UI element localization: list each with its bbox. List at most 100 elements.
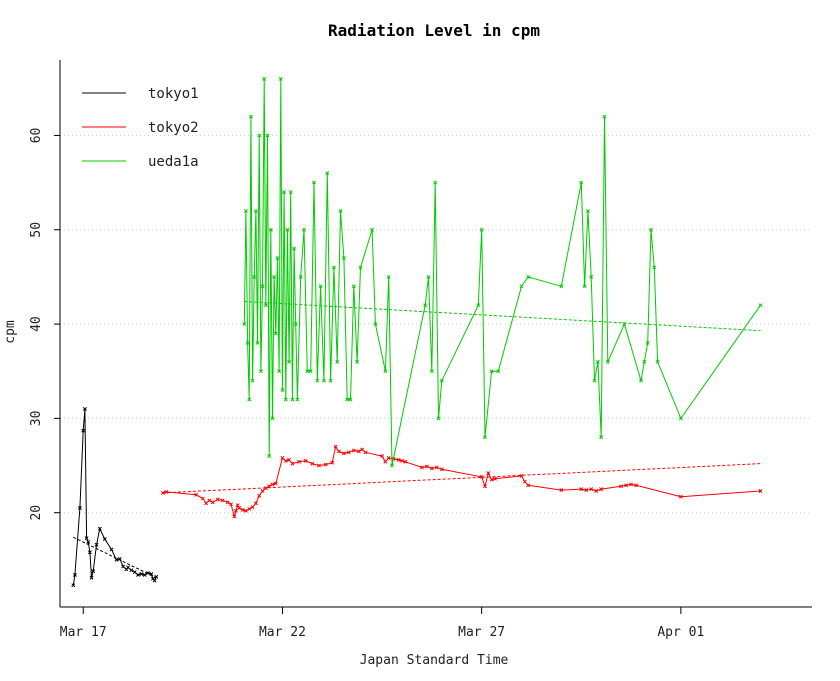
data-point-tokyo2 [522,479,527,484]
data-point-ueda1a [599,435,604,440]
data-point-ueda1a [341,256,346,261]
data-point-tokyo2 [232,514,237,519]
y-tick-label: 20 [29,505,44,521]
data-point-tokyo2 [439,467,444,472]
y-tick-label: 60 [29,128,44,144]
data-point-ueda1a [351,284,356,289]
series-line-ueda1a [243,78,761,466]
data-point-ueda1a [283,397,288,402]
grid-lines [60,134,812,514]
data-point-tokyo2 [263,486,268,491]
data-point-ueda1a [292,246,297,251]
data-point-ueda1a [245,340,250,345]
data-point-ueda1a [268,227,273,232]
legend: tokyo1 tokyo2 ueda1a [82,86,199,170]
y-tick-label: 30 [29,411,44,427]
data-point-tokyo2 [164,489,169,494]
data-point-tokyo2 [260,489,265,493]
data-point-ueda1a [265,133,270,138]
data-point-ueda1a [280,388,285,393]
data-point-tokyo2 [351,448,356,453]
data-point-ueda1a [390,463,394,468]
data-point-tokyo1 [84,536,89,541]
data-point-ueda1a [519,284,524,289]
data-point-ueda1a [338,208,343,213]
legend-label-tokyo2: tokyo2 [148,120,199,136]
data-point-tokyo2 [290,461,295,466]
data-point-tokyo2 [310,461,315,466]
data-point-tokyo2 [215,497,220,502]
data-point-tokyo2 [483,484,487,489]
data-point-tokyo2 [234,508,238,513]
data-point-ueda1a [476,303,481,308]
data-point-tokyo2 [336,449,341,454]
data-point-tokyo2 [210,500,215,505]
data-point-tokyo2 [486,471,491,476]
data-point-ueda1a [595,359,600,364]
data-point-tokyo2 [303,458,308,463]
x-tick-label: Apr 01 [657,625,704,640]
data-point-tokyo2 [333,444,338,449]
data-point-tokyo1 [146,571,150,576]
data-point-tokyo2 [267,484,272,489]
data-point-tokyo2 [243,508,248,513]
data-point-ueda1a [496,369,501,374]
data-point-tokyo2 [584,488,589,493]
data-point-ueda1a [605,359,610,364]
data-point-ueda1a [649,227,653,232]
data-point-tokyo1 [87,550,92,555]
data-point-ueda1a [589,274,594,279]
data-point-tokyo2 [200,496,205,501]
data-point-tokyo1 [139,572,144,576]
data-point-tokyo2 [356,449,361,454]
y-axis-label: cpm [3,320,18,344]
axes: 20 30 40 50 60 Mar 17 Mar 22 Mar 27 Apr 01 [29,60,812,640]
data-point-tokyo2 [619,484,624,489]
data-point-tokyo2 [429,466,434,471]
data-point-tokyo2 [678,494,683,499]
data-point-tokyo2 [229,502,233,507]
data-point-ueda1a [260,284,265,289]
data-point-tokyo2 [380,454,385,459]
data-point-ueda1a [426,274,431,279]
data-point-ueda1a [321,378,326,383]
data-point-tokyo1 [109,547,114,552]
data-point-ueda1a [582,284,587,289]
data-point-ueda1a [290,397,295,402]
data-point-ueda1a [436,416,441,421]
data-point-tokyo2 [360,447,365,452]
data-point-ueda1a [328,378,333,383]
x-tick-label: Mar 27 [458,625,505,640]
data-point-tokyo2 [629,482,634,487]
data-point-tokyo2 [341,451,346,456]
data-point-tokyo2 [434,465,439,470]
data-point-ueda1a [252,274,257,279]
data-point-ueda1a [386,274,391,279]
data-point-ueda1a [433,180,438,185]
data-point-ueda1a [275,256,280,261]
data-point-tokyo2 [235,503,240,508]
data-point-ueda1a [272,274,277,279]
data-point-ueda1a [645,340,650,345]
data-point-ueda1a [308,369,313,374]
data-point-tokyo2 [579,487,584,492]
data-point-tokyo2 [396,457,401,462]
data-point-ueda1a [592,378,597,383]
data-point-ueda1a [423,303,428,308]
data-point-ueda1a [579,180,584,185]
data-point-ueda1a [305,369,310,374]
data-point-ueda1a [257,133,262,138]
data-series [71,76,763,588]
data-point-ueda1a [287,359,292,364]
data-point-ueda1a [489,369,494,374]
trend-line-tokyo2 [162,463,761,494]
data-point-ueda1a [483,435,487,440]
data-point-ueda1a [348,397,353,402]
data-point-ueda1a [642,359,647,364]
data-point-tokyo2 [386,456,391,460]
data-point-tokyo1 [142,572,147,577]
data-point-ueda1a [255,340,260,345]
data-point-tokyo2 [624,483,629,488]
data-point-tokyo1 [97,526,102,531]
data-point-ueda1a [248,114,253,119]
